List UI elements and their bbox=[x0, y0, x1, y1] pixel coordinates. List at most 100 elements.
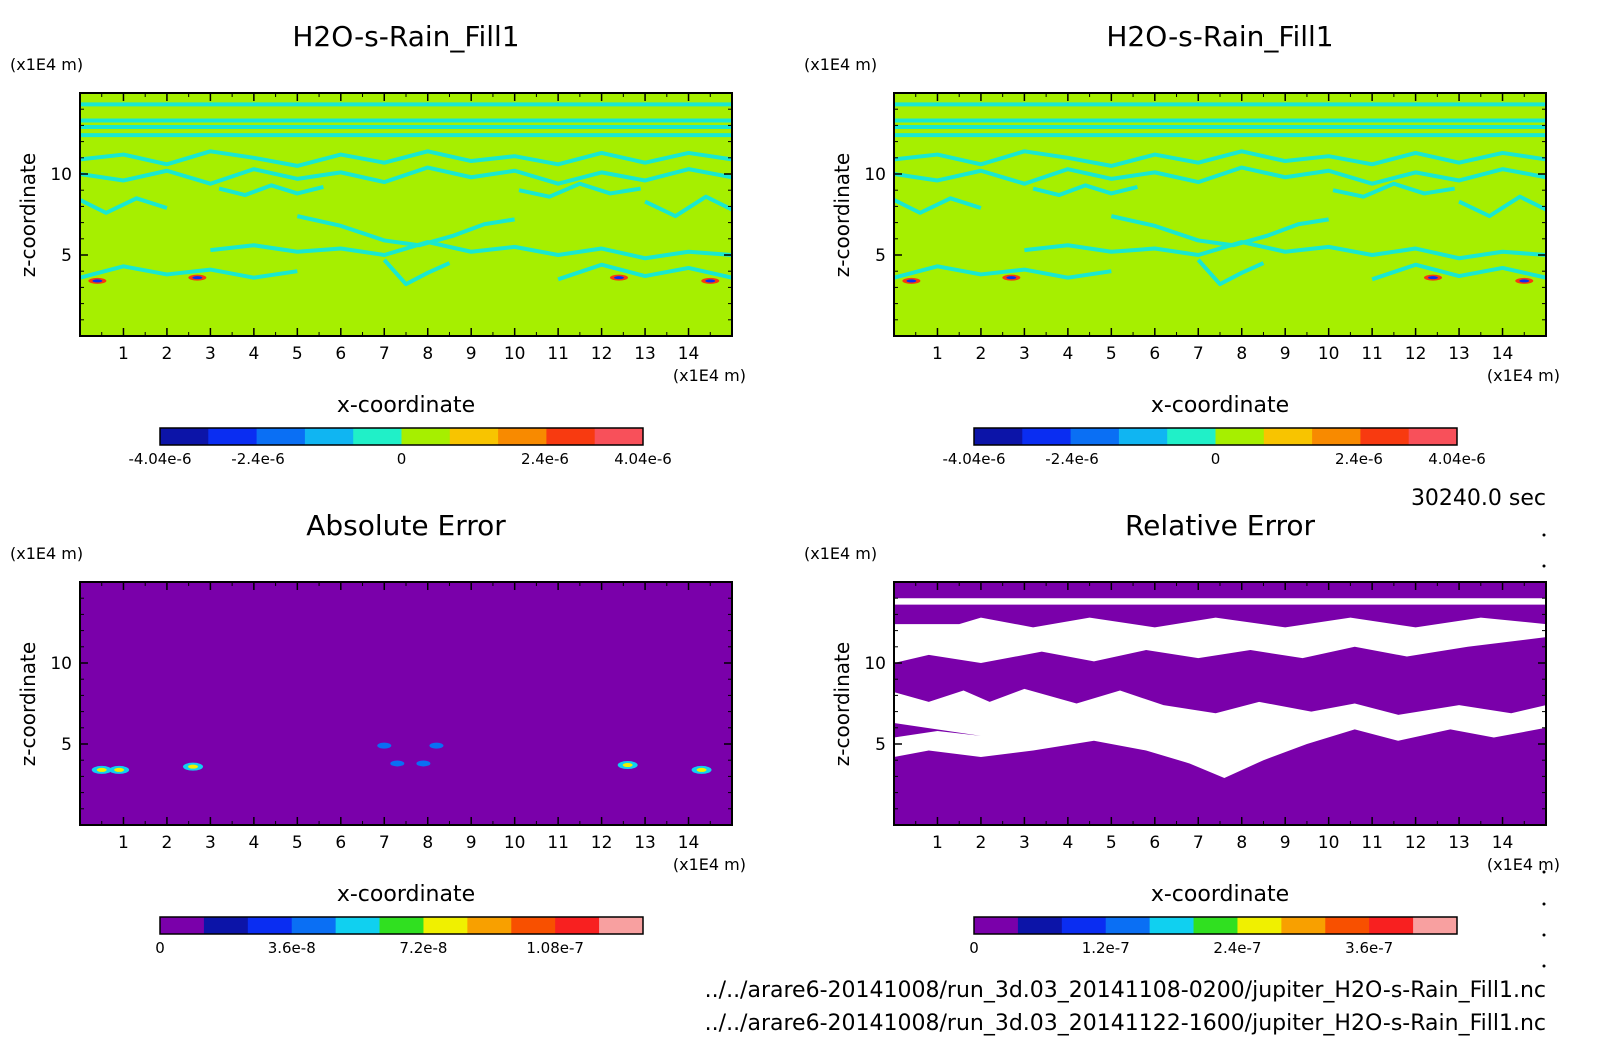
colorbar-tick-label: 1.2e-7 bbox=[1082, 939, 1130, 957]
margin-dot bbox=[1542, 870, 1546, 874]
colorbar-segment bbox=[1061, 917, 1107, 934]
contour-field bbox=[894, 102, 1546, 287]
colorbar-frame bbox=[973, 427, 1458, 446]
colorbar-tick-label: 4.04e-6 bbox=[1428, 450, 1486, 468]
y-tick-label: 10 bbox=[50, 165, 72, 185]
colorbar-segment bbox=[974, 917, 1019, 934]
x-tick-label: 10 bbox=[1318, 344, 1340, 364]
colorbar-segment bbox=[555, 917, 600, 934]
panel-title: Absolute Error bbox=[306, 509, 506, 542]
colorbar-segment bbox=[1281, 917, 1326, 934]
contour-line bbox=[894, 149, 1546, 168]
x-axis: 1 2 3 4 5 6 7 8 9 10 11 12 13 14 bbox=[915, 582, 1525, 853]
time-label: 30240.0 sec bbox=[1411, 486, 1546, 511]
colorbar-segment bbox=[304, 428, 354, 445]
file-path-1: ../../arare6-20141008/run_3d.03_20141108… bbox=[705, 978, 1546, 1003]
contour-line bbox=[80, 165, 732, 186]
margin-dot bbox=[1542, 564, 1546, 568]
x-tick-label: 5 bbox=[1106, 344, 1117, 364]
colorbar-segment bbox=[449, 428, 499, 445]
undefined-region bbox=[894, 688, 1546, 779]
y-unit-label: (x1E4 m) bbox=[10, 544, 83, 563]
plot-background bbox=[80, 93, 732, 336]
error-field bbox=[91, 742, 712, 774]
x-tick-label: 10 bbox=[1318, 833, 1340, 853]
error-spot bbox=[429, 742, 444, 749]
y-axis: 5 10 bbox=[864, 108, 1546, 321]
y-unit-label: (x1E4 m) bbox=[804, 544, 877, 563]
panel-bottom-right: Relative Error (x1E4 m) 1 2 3 4 5 6 7 8 9 10 11 12 1… bbox=[804, 509, 1560, 957]
x-axis-label: x-coordinate bbox=[1151, 882, 1289, 907]
contour-line bbox=[1332, 181, 1456, 199]
colorbar: 0 1.2e-7 2.4e-7 3.6e-7 bbox=[969, 916, 1458, 957]
x-tick-label: 2 bbox=[976, 833, 987, 853]
error-spot bbox=[390, 760, 405, 767]
error-spot-core bbox=[696, 767, 707, 772]
colorbar-segment bbox=[291, 917, 337, 934]
x-axis: 1 2 3 4 5 6 7 8 9 10 11 12 13 14 bbox=[101, 582, 711, 853]
x-tick-label: 1 bbox=[118, 344, 129, 364]
field-hotspot-core bbox=[1519, 279, 1530, 283]
contour-line bbox=[382, 258, 451, 287]
margin-dot bbox=[1542, 902, 1546, 906]
x-axis: 1 2 3 4 5 6 7 8 9 10 11 12 13 14 bbox=[101, 93, 711, 364]
x-tick-label: 8 bbox=[422, 833, 433, 853]
x-axis-label: x-coordinate bbox=[1151, 393, 1289, 418]
colorbar-segment bbox=[401, 428, 451, 445]
contour-line bbox=[80, 149, 732, 168]
y-tick-label: 10 bbox=[864, 165, 886, 185]
contour-field bbox=[80, 102, 732, 287]
x-tick-label: 12 bbox=[591, 833, 613, 853]
error-field bbox=[894, 598, 1546, 779]
colorbar-tick-label: 0 bbox=[155, 939, 165, 957]
colorbar-segment bbox=[1325, 917, 1370, 934]
x-tick-label: 7 bbox=[379, 344, 390, 364]
contour-line bbox=[1032, 183, 1138, 198]
x-tick-label: 7 bbox=[379, 833, 390, 853]
x-tick-label: 3 bbox=[205, 833, 216, 853]
colorbar-tick-label: -4.04e-6 bbox=[129, 450, 192, 468]
y-tick-label: 10 bbox=[864, 654, 886, 674]
colorbar-segment bbox=[335, 917, 381, 934]
x-tick-label: 3 bbox=[1019, 344, 1030, 364]
colorbar-segment bbox=[974, 428, 1023, 445]
colorbar-segment bbox=[546, 428, 596, 445]
colorbar-segment bbox=[1408, 428, 1458, 445]
x-tick-label: 7 bbox=[1193, 833, 1204, 853]
y-axis: 5 10 bbox=[50, 597, 732, 810]
x-tick-label: 1 bbox=[932, 344, 943, 364]
colorbar-segment bbox=[203, 917, 249, 934]
x-tick-label: 9 bbox=[1280, 344, 1291, 364]
x-unit-label: (x1E4 m) bbox=[1487, 366, 1560, 385]
colorbar-tick-label: 2.4e-6 bbox=[521, 450, 569, 468]
x-unit-label: (x1E4 m) bbox=[673, 366, 746, 385]
x-tick-label: 4 bbox=[1062, 344, 1073, 364]
file-path-2: ../../arare6-20141008/run_3d.03_20141122… bbox=[705, 1011, 1546, 1036]
plot-area: 1 2 3 4 5 6 7 8 9 10 11 12 13 14 510 bbox=[864, 581, 1547, 853]
x-tick-label: 14 bbox=[1492, 833, 1514, 853]
x-tick-label: 8 bbox=[1236, 344, 1247, 364]
x-axis-label: x-coordinate bbox=[337, 393, 475, 418]
plot-area: 1 2 3 4 5 6 7 8 9 10 11 12 13 14 510 bbox=[864, 92, 1547, 364]
colorbar-frame bbox=[159, 427, 644, 446]
undefined-region bbox=[894, 617, 1546, 663]
x-tick-label: 6 bbox=[335, 833, 346, 853]
x-tick-label: 2 bbox=[162, 833, 173, 853]
colorbar-segment bbox=[1149, 917, 1195, 934]
x-tick-label: 13 bbox=[634, 344, 656, 364]
colorbar-tick-label: 3.6e-8 bbox=[268, 939, 316, 957]
colorbar-segment bbox=[1237, 917, 1282, 934]
y-axis-label: z-coordinate bbox=[16, 153, 40, 277]
x-tick-label: 12 bbox=[1405, 833, 1427, 853]
field-hotspot-core bbox=[705, 279, 716, 283]
contour-line bbox=[1458, 194, 1546, 219]
contour-line bbox=[894, 165, 1546, 186]
error-spot bbox=[416, 760, 431, 767]
colorbar-segment bbox=[1017, 917, 1063, 934]
colorbar: -4.04e-6 -2.4e-6 0 2.4e-6 4.04e-6 bbox=[129, 427, 672, 468]
plot-background bbox=[894, 93, 1546, 336]
margin-dot bbox=[1542, 533, 1546, 537]
x-tick-label: 2 bbox=[162, 344, 173, 364]
error-spot-core bbox=[96, 767, 107, 772]
error-spot bbox=[377, 742, 392, 749]
